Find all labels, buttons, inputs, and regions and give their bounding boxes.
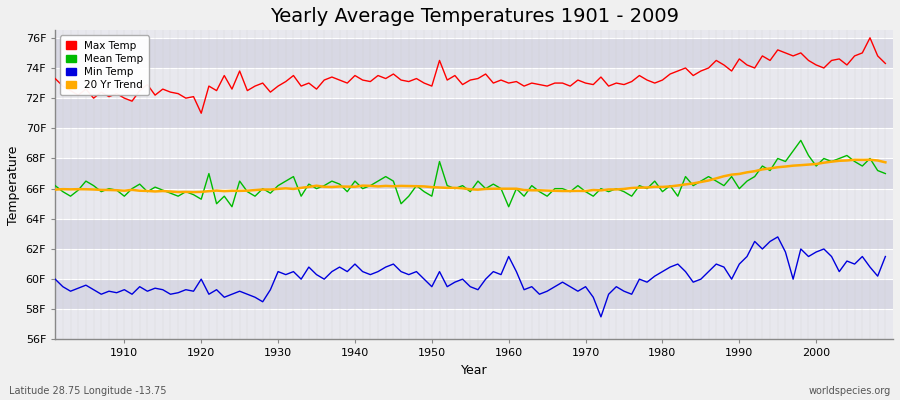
Bar (55, 98, 893, 128)
Bar (55, 128, 893, 158)
Bar (55, 219, 893, 249)
Bar (55, 279, 893, 309)
Text: worldspecies.org: worldspecies.org (809, 386, 891, 396)
Text: Latitude 28.75 Longitude -13.75: Latitude 28.75 Longitude -13.75 (9, 386, 166, 396)
Legend: Max Temp, Mean Temp, Min Temp, 20 Yr Trend: Max Temp, Mean Temp, Min Temp, 20 Yr Tre… (60, 36, 148, 95)
Title: Yearly Average Temperatures 1901 - 2009: Yearly Average Temperatures 1901 - 2009 (270, 7, 679, 26)
Bar (55, 38, 893, 68)
Bar (55, 309, 893, 340)
Bar (55, 158, 893, 189)
Bar (55, 68, 893, 98)
X-axis label: Year: Year (461, 364, 488, 377)
Bar (55, 249, 893, 279)
Bar (55, 189, 893, 219)
Y-axis label: Temperature: Temperature (7, 145, 20, 224)
